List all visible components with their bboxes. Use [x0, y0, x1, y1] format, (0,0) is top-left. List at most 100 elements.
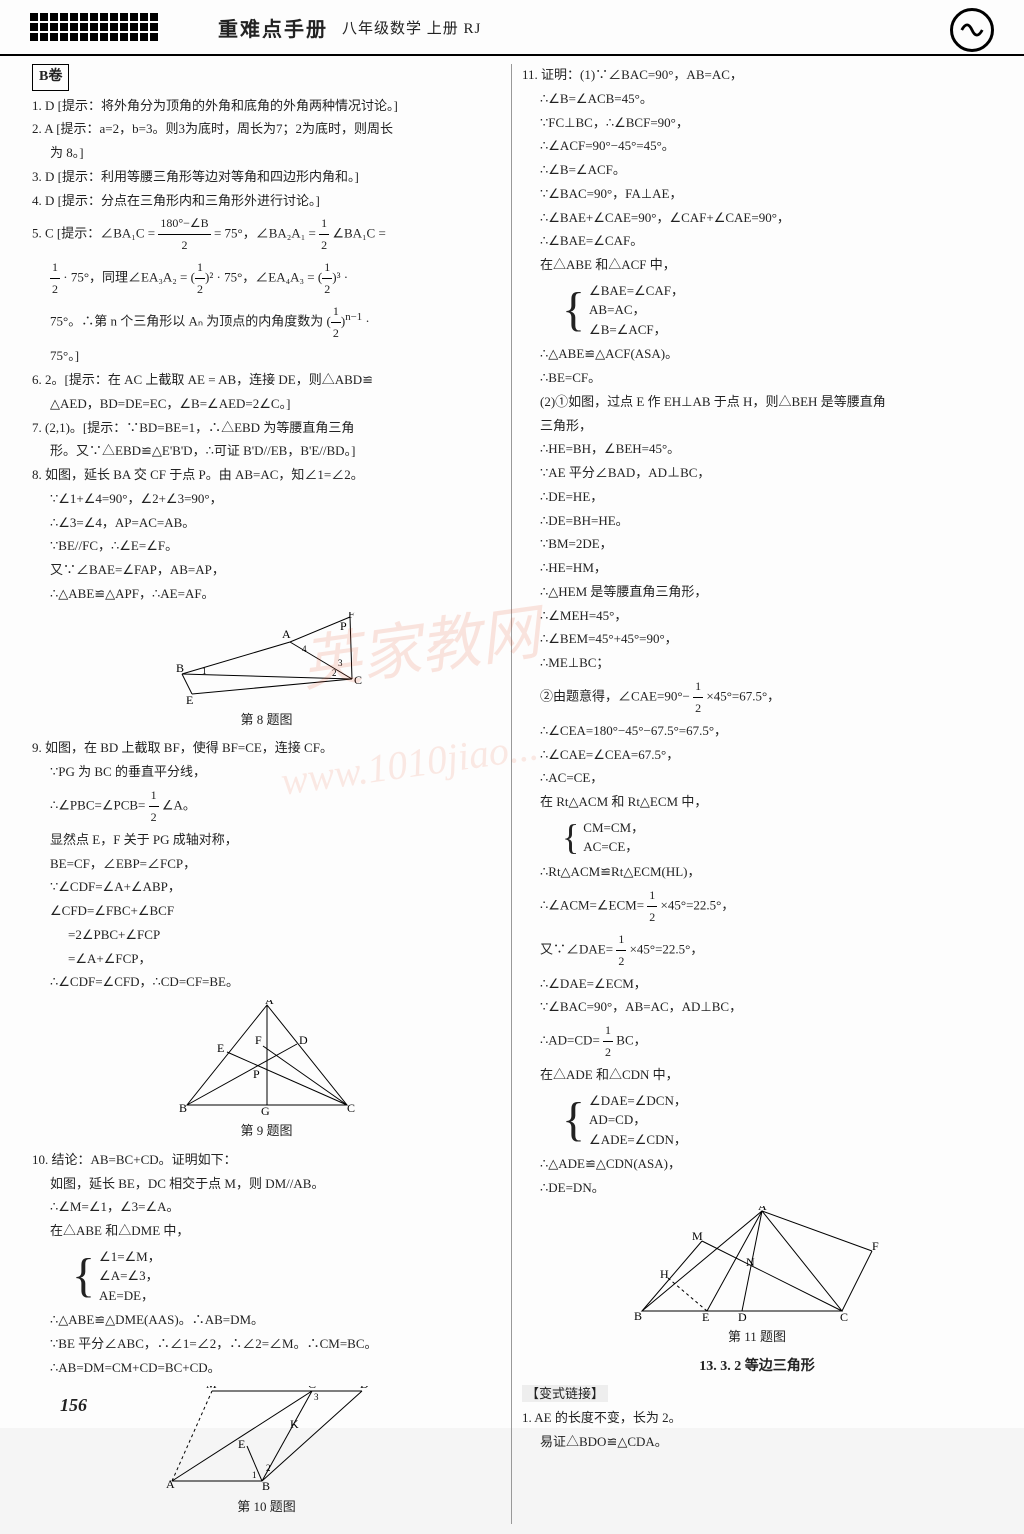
- q10g: ∴AB=DM=CM+CD=BC+CD。: [32, 1357, 501, 1380]
- r11a: 11. 证明：(1)∵∠BAC=90°，AB=AC，: [522, 64, 992, 87]
- svg-text:F: F: [348, 612, 355, 621]
- q10d2: ∠A=∠3，: [99, 1266, 161, 1286]
- figure-8: B E C A P F 1 2 3 4 第 8 题图: [32, 612, 501, 732]
- q8a: 8. 如图，延长 BA 交 CF 于点 P。由 AB=AC，知∠1=∠2。: [32, 464, 501, 487]
- figure-10: A B M C D E K 1 2 3 第 10 题图: [32, 1386, 501, 1519]
- fig9-caption: 第 9 题图: [32, 1120, 501, 1143]
- q5d-text: · 75°，同理∠EA₃A₂ =: [63, 270, 190, 285]
- q10e: ∴△ABE≌△DME(AAS)。∴AB=DM。: [32, 1309, 501, 1332]
- q9j: ∴∠CDF=∠CFD，∴CD=CF=BE。: [32, 971, 501, 994]
- r11p: ∴DE=HE，: [522, 486, 992, 509]
- figure-11: B E D C A H M N F 第 11 题图: [522, 1206, 992, 1349]
- r11ae1: 又∵∠DAE=: [540, 941, 613, 956]
- r11ah2: BC，: [616, 1032, 646, 1047]
- header-dots: [30, 13, 158, 41]
- q6b: △AED，BD=DE=EC，∠B=∠AED=2∠C。]: [32, 393, 501, 416]
- r11ai-brace: { ∠DAE=∠DCN， AD=CD， ∠ADE=∠CDN，: [562, 1091, 992, 1150]
- r11ah1: ∴AD=CD=: [540, 1032, 600, 1047]
- r11ad1: ∴∠ACM=∠ECM=: [540, 897, 644, 912]
- r11i-intro: 在△ABE 和△ACF 中，: [522, 254, 992, 277]
- variant-text: 【变式链接】: [522, 1385, 608, 1402]
- q3: 3. D [提示：利用等腰三角形等边对等角和四边形内角和。]: [32, 166, 501, 189]
- q8f: ∴△ABE≌△APF，∴AE=AF。: [32, 583, 501, 606]
- r11ai1: ∠DAE=∠DCN，: [589, 1091, 687, 1111]
- r11c: ∵FC⊥BC，∴∠BCF=90°，: [522, 112, 992, 135]
- q9i: =∠A+∠FCP，: [32, 948, 501, 971]
- r11e: ∴∠B=∠ACF。: [522, 159, 992, 182]
- svg-text:B: B: [634, 1309, 642, 1323]
- svg-text:A: A: [265, 1000, 274, 1007]
- svg-text:M: M: [206, 1386, 217, 1391]
- svg-text:1: 1: [202, 666, 207, 676]
- q5g: 75°。∴第 n 个三角形以 Aₙ 为顶点的内角度数为 (12)n−1 ·: [32, 301, 501, 344]
- svg-text:P: P: [253, 1067, 260, 1081]
- svg-text:E: E: [238, 1437, 245, 1451]
- r11j: ∴△ABE≌△ACF(ASA)。: [522, 343, 992, 366]
- r11x: ②由题意得，∠CAE=90°− 12 ×45°=67.5°，: [522, 676, 992, 719]
- fig10-caption: 第 10 题图: [32, 1496, 501, 1519]
- svg-text:G: G: [261, 1104, 270, 1118]
- r11r: ∵BM=2DE，: [522, 533, 992, 556]
- r11ad2: ×45°=22.5°，: [661, 897, 735, 912]
- q5e-text: · 75°，∠EA₄A₃ =: [216, 270, 317, 285]
- q2b: 为 8。]: [32, 142, 501, 165]
- q8d: ∵BE//FC，∴∠E=∠F。: [32, 535, 501, 558]
- svg-text:3: 3: [338, 658, 343, 668]
- q10b: 如图，延长 BE，DC 相交于点 M，则 DM//AB。: [32, 1173, 501, 1196]
- q5h-text: ·: [365, 314, 369, 329]
- q5f-text: ·: [344, 270, 348, 285]
- frac-r3: 12: [616, 929, 626, 972]
- r11aa: ∴AC=CE，: [522, 767, 992, 790]
- q4: 4. D [提示：分点在三角形内和三角形外进行讨论。]: [32, 190, 501, 213]
- r11w: ∴ME⊥BC；: [522, 652, 992, 675]
- r11af: ∴∠DAE=∠ECM，: [522, 973, 992, 996]
- svg-text:1: 1: [252, 1470, 257, 1480]
- r11ab-brace: { CM=CM， AC=CE，: [562, 818, 992, 857]
- svg-text:N: N: [746, 1255, 755, 1269]
- r11ai2: AD=CD，: [589, 1110, 687, 1130]
- svg-text:2: 2: [332, 668, 337, 678]
- q9c2-text: ∠A。: [162, 797, 196, 812]
- q9g: ∠CFD=∠FBC+∠BCF: [32, 900, 501, 923]
- svg-text:F: F: [872, 1239, 879, 1253]
- v1a: 1. AE 的长度不变，长为 2。: [522, 1407, 992, 1430]
- r11v: ∴∠BEM=45°+45°=90°，: [522, 628, 992, 651]
- q9d: 显然点 E，F 关于 PG 成轴对称，: [32, 829, 501, 852]
- q1: 1. D [提示：将外角分为顶角的外角和底角的外角两种情况讨论。]: [32, 95, 501, 118]
- r11g: ∴∠BAE+∠CAE=90°，∠CAF+∠CAE=90°，: [522, 207, 992, 230]
- svg-text:H: H: [660, 1267, 669, 1281]
- r11d: ∴∠ACF=90°−45°=45°。: [522, 135, 992, 158]
- r11m: 三角形，: [522, 415, 992, 438]
- r11y: ∴∠CEA=180°−45°−67.5°=67.5°，: [522, 720, 992, 743]
- section-13-3-2: 13. 3. 2 等边三角形: [522, 1355, 992, 1380]
- q8c: ∴∠3=∠4，AP=AC=AB。: [32, 512, 501, 535]
- r11f: ∵∠BAC=90°，FA⊥AE，: [522, 183, 992, 206]
- r11ae: 又∵∠DAE= 12 ×45°=22.5°，: [522, 929, 992, 972]
- r11ae2: ×45°=22.5°，: [630, 941, 704, 956]
- frac-3: 12: [50, 257, 60, 300]
- q5g-text: 75°。∴第 n 个三角形以 Aₙ 为顶点的内角度数为: [50, 314, 323, 329]
- r11i2: AB=AC，: [589, 300, 684, 320]
- svg-text:B: B: [179, 1101, 187, 1115]
- q10f: ∵BE 平分∠ABC，∴∠1=∠2，∴∠2=∠M。∴CM=BC。: [32, 1333, 501, 1356]
- v1b: 易证△BDO≌△CDA。: [522, 1431, 992, 1454]
- svg-text:F: F: [255, 1033, 262, 1047]
- logo-icon: [950, 8, 994, 52]
- r11aj: ∴△ADE≌△CDN(ASA)，: [522, 1153, 992, 1176]
- q9h: =2∠PBC+∠FCP: [32, 924, 501, 947]
- svg-text:C: C: [354, 673, 362, 687]
- q9c-text: ∴∠PBC=∠PCB=: [50, 797, 145, 812]
- svg-text:2: 2: [266, 1463, 271, 1473]
- left-column: B卷 1. D [提示：将外角分为顶角的外角和底角的外角两种情况讨论。] 2. …: [22, 64, 512, 1524]
- frac-r2: 12: [647, 885, 657, 928]
- r11n: ∴HE=BH，∠BEH=45°。: [522, 438, 992, 461]
- header-subtitle: 八年级数学 上册 RJ: [342, 17, 481, 38]
- svg-text:D: D: [360, 1386, 369, 1391]
- q8b: ∵∠1+∠4=90°，∠2+∠3=90°，: [32, 488, 501, 511]
- svg-text:4: 4: [302, 644, 307, 654]
- frac-r1: 12: [693, 676, 703, 719]
- q5i: 75°。]: [32, 345, 501, 368]
- r11q: ∴DE=BH=HE。: [522, 510, 992, 533]
- svg-text:P: P: [340, 619, 347, 633]
- fig8-caption: 第 8 题图: [32, 709, 501, 732]
